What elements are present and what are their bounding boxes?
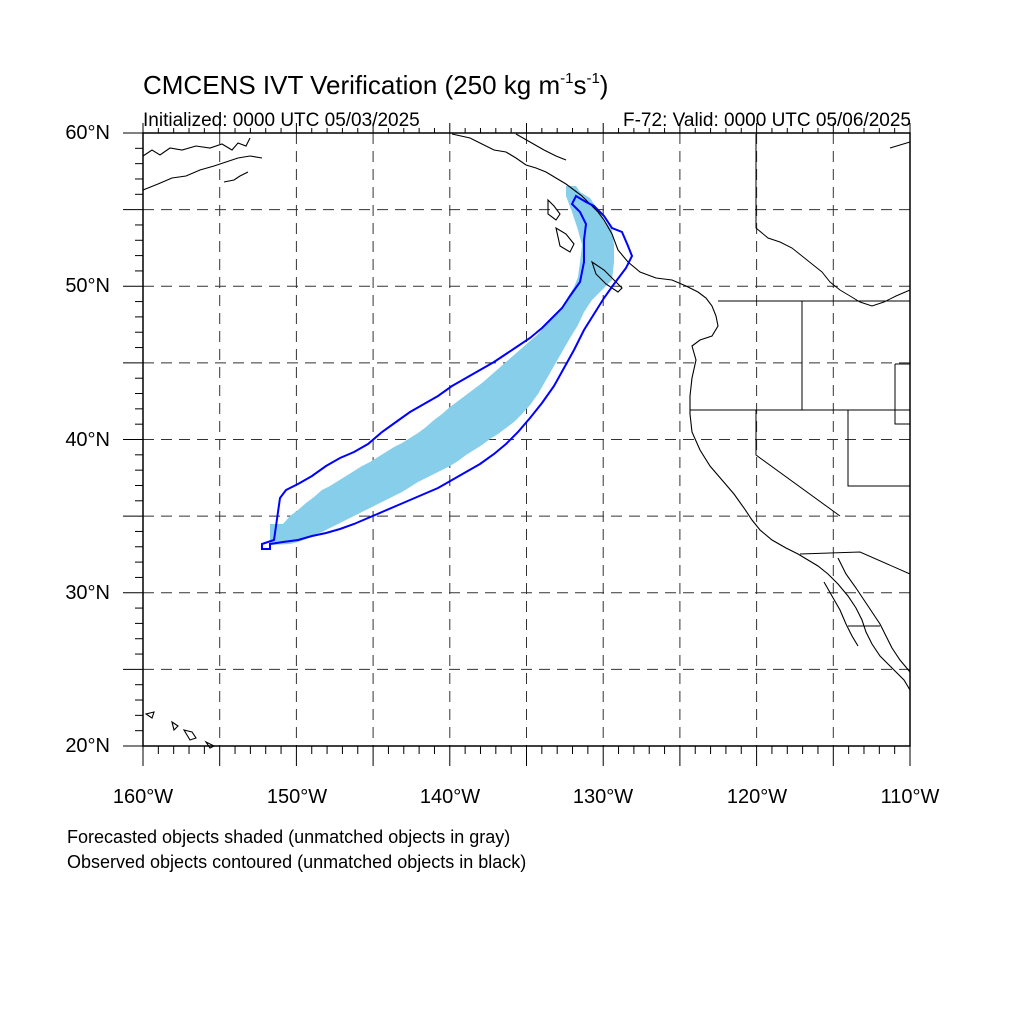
graticule-grid (143, 133, 910, 746)
lon-label-140w: 140°W (419, 786, 481, 808)
lon-label-150w: 150°W (266, 786, 328, 808)
lon-label-130w: 130°W (572, 786, 634, 808)
lon-label-110w: 110°W (880, 786, 940, 808)
axis-ticks (123, 123, 911, 766)
political-borders (690, 134, 911, 627)
lat-label-60n: 60°N (65, 122, 110, 144)
lon-label-160w: 160°W (112, 786, 174, 808)
lat-label-50n: 50°N (65, 275, 110, 297)
lon-label-120w: 120°W (726, 786, 788, 808)
coastlines (142, 133, 911, 749)
observed-ivt-contour (261, 194, 634, 550)
caption-forecast: Forecasted objects shaded (unmatched obj… (67, 827, 511, 847)
valid-time-subtitle: F-72: Valid: 0000 UTC 05/06/2025 (623, 110, 911, 131)
map-frame (142, 132, 911, 747)
lat-label-30n: 30°N (65, 582, 110, 604)
initialized-subtitle: Initialized: 0000 UTC 05/03/2025 (143, 110, 420, 131)
caption-observed: Observed objects contoured (unmatched ob… (67, 852, 527, 872)
lat-label-20n: 20°N (65, 735, 110, 757)
forecast-ivt-object (270, 186, 614, 545)
lat-label-40n: 40°N (65, 429, 110, 451)
figure-title: CMCENS IVT Verification (250 kg m-1s-1) (143, 70, 609, 100)
